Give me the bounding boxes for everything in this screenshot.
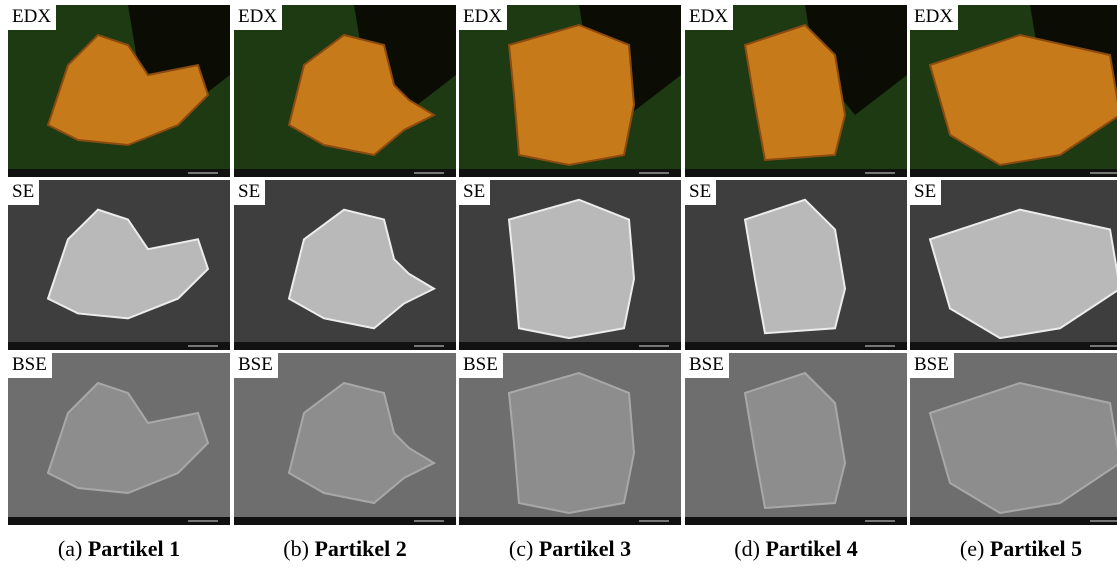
panel-label: BSE <box>234 353 278 378</box>
caption: (e) Partikel 5 <box>910 536 1117 562</box>
image-panel: EDX <box>459 5 681 177</box>
caption-title: Partikel 3 <box>539 536 631 561</box>
caption: (d) Partikel 4 <box>685 536 907 562</box>
image-panel: BSE <box>234 353 456 525</box>
image-panel: EDX <box>685 5 907 177</box>
micrograph <box>685 353 907 525</box>
image-panel: EDX <box>910 5 1117 177</box>
micrograph <box>459 353 681 525</box>
image-panel: BSE <box>910 353 1117 525</box>
micrograph <box>685 180 907 350</box>
panel-label: SE <box>234 180 265 205</box>
image-panel: SE <box>234 180 456 350</box>
caption-label: (d) <box>734 536 760 561</box>
image-panel: BSE <box>8 353 230 525</box>
caption-label: (a) <box>58 536 82 561</box>
micrograph <box>234 180 456 350</box>
image-panel: EDX <box>8 5 230 177</box>
caption-label: (b) <box>283 536 309 561</box>
image-panel: SE <box>685 180 907 350</box>
caption-title: Partikel 2 <box>314 536 406 561</box>
micrograph <box>8 180 230 350</box>
caption-label: (c) <box>509 536 533 561</box>
image-panel: EDX <box>234 5 456 177</box>
image-panel: BSE <box>459 353 681 525</box>
caption-title: Partikel 5 <box>990 536 1082 561</box>
image-panel: SE <box>910 180 1117 350</box>
panel-label: BSE <box>910 353 954 378</box>
micrograph <box>459 180 681 350</box>
caption-label: (e) <box>960 536 984 561</box>
panel-label: SE <box>910 180 941 205</box>
panel-label: EDX <box>8 5 56 30</box>
panel-label: SE <box>459 180 490 205</box>
micrograph <box>910 180 1117 350</box>
caption-title: Partikel 4 <box>765 536 857 561</box>
image-panel: SE <box>8 180 230 350</box>
panel-label: SE <box>685 180 716 205</box>
panel-label: EDX <box>685 5 733 30</box>
micrograph <box>234 353 456 525</box>
caption-title: Partikel 1 <box>88 536 180 561</box>
micrograph <box>685 5 907 177</box>
panel-label: EDX <box>234 5 282 30</box>
caption: (b) Partikel 2 <box>234 536 456 562</box>
caption: (a) Partikel 1 <box>8 536 230 562</box>
micrograph <box>459 5 681 177</box>
panel-label: EDX <box>459 5 507 30</box>
panel-label: EDX <box>910 5 958 30</box>
micrograph <box>8 5 230 177</box>
micrograph <box>8 353 230 525</box>
image-panel: BSE <box>685 353 907 525</box>
panel-label: BSE <box>8 353 52 378</box>
micrograph <box>234 5 456 177</box>
micrograph <box>910 5 1117 177</box>
micrograph <box>910 353 1117 525</box>
image-panel: SE <box>459 180 681 350</box>
panel-label: SE <box>8 180 39 205</box>
panel-label: BSE <box>459 353 503 378</box>
panel-label: BSE <box>685 353 729 378</box>
caption: (c) Partikel 3 <box>459 536 681 562</box>
figure: EDX SE BSE (a) Partikel 1 EDX SE BSE (b) Partik… <box>0 0 1117 571</box>
